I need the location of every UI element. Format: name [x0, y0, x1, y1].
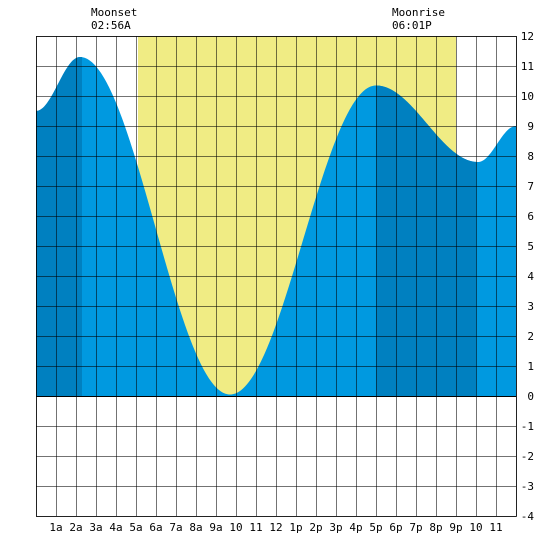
x-axis-ticks: 1a 2a 3a 4a 5a 6a 7a 8a 9a 10 11 12 1p 2p 3p 4p 5p 6p 7p 8p… [49, 521, 502, 534]
x-tick-label: 8a [189, 521, 202, 534]
x-tick-label: 10 [229, 521, 242, 534]
y-tick-label: 9 [527, 120, 534, 133]
moonset-label: Moonset [91, 6, 137, 19]
x-tick-label: 3a [89, 521, 102, 534]
x-tick-label: 7a [169, 521, 182, 534]
y-tick-label: -1 [521, 420, 534, 433]
moonset-time: 02:56A [91, 19, 131, 32]
x-tick-label: 2a [69, 521, 82, 534]
y-tick-label: -2 [521, 450, 534, 463]
x-tick-label: 1a [49, 521, 62, 534]
x-tick-label: 3p [329, 521, 342, 534]
moonset-annotation: Moonset 02:56A [91, 6, 137, 32]
y-tick-label: 0 [527, 390, 534, 403]
x-tick-label: 4a [109, 521, 122, 534]
x-tick-label: 9a [209, 521, 222, 534]
x-tick-label: 8p [429, 521, 442, 534]
grid-layer [36, 36, 517, 517]
x-tick-label: 11 [249, 521, 262, 534]
y-tick-label: -4 [521, 510, 535, 523]
x-tick-label: 9p [449, 521, 462, 534]
y-tick-label: 11 [521, 60, 534, 73]
x-tick-label: 1p [289, 521, 302, 534]
y-tick-label: 2 [527, 330, 534, 343]
plot-frame [36, 36, 517, 517]
x-tick-label: 12 [269, 521, 282, 534]
x-tick-label: 6a [149, 521, 162, 534]
x-tick-label: 5a [129, 521, 142, 534]
y-tick-label: 1 [527, 360, 534, 373]
y-tick-label: -3 [521, 480, 534, 493]
y-tick-label: 8 [527, 150, 534, 163]
x-tick-label: 6p [389, 521, 402, 534]
moonrise-time: 06:01P [392, 19, 432, 32]
y-tick-label: 4 [527, 270, 534, 283]
y-tick-label: 7 [527, 180, 534, 193]
y-tick-label: 3 [527, 300, 534, 313]
moonrise-annotation: Moonrise 06:01P [392, 6, 445, 32]
y-tick-label: 6 [527, 210, 534, 223]
x-tick-label: 11 [489, 521, 502, 534]
y-tick-label: 10 [521, 90, 534, 103]
x-tick-label: 5p [369, 521, 382, 534]
x-tick-label: 10 [469, 521, 482, 534]
x-tick-label: 7p [409, 521, 422, 534]
y-tick-label: 5 [527, 240, 534, 253]
y-tick-label: 12 [521, 30, 534, 43]
moon-up-band-1 [36, 57, 82, 396]
moonrise-label: Moonrise [392, 6, 445, 19]
x-tick-label: 2p [309, 521, 322, 534]
x-tick-label: 4p [349, 521, 362, 534]
